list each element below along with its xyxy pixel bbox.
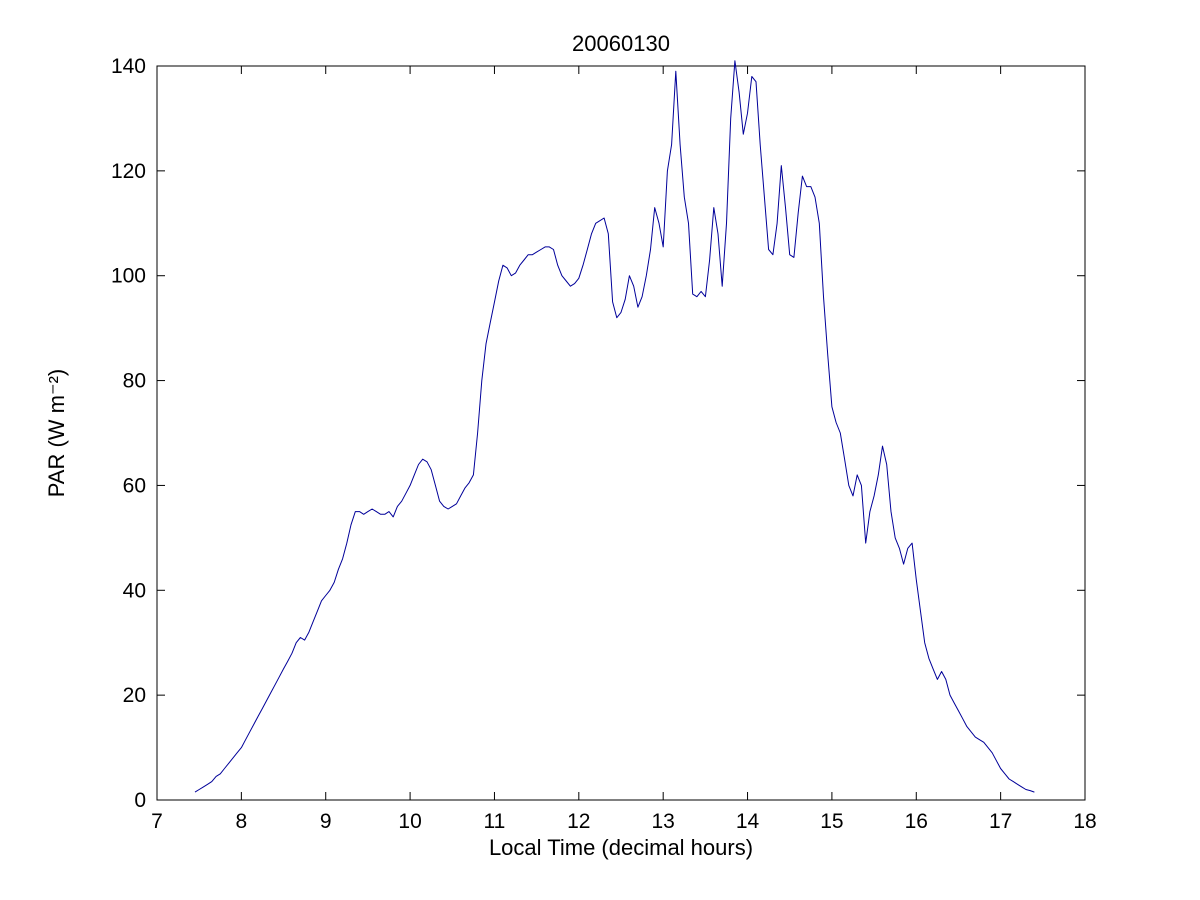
- chart-title: 20060130: [572, 31, 670, 56]
- y-tick-label: 120: [111, 160, 146, 183]
- y-tick-label: 0: [134, 789, 146, 812]
- y-tick-label: 80: [123, 370, 146, 393]
- x-tick-label: 11: [484, 810, 506, 833]
- x-tick-label: 12: [567, 810, 590, 833]
- y-axis-label: PAR (W m⁻²): [44, 368, 69, 498]
- y-tick-label: 100: [111, 265, 146, 288]
- x-tick-label: 15: [820, 810, 843, 833]
- x-tick-label: 9: [320, 810, 332, 833]
- x-tick-label: 17: [989, 810, 1012, 833]
- x-tick-label: 13: [652, 810, 675, 833]
- axes-box: [156, 65, 1086, 801]
- par-line: [194, 60, 1035, 793]
- x-tick-label: 14: [736, 810, 760, 833]
- y-tick-label: 60: [123, 474, 146, 497]
- x-tick-label: 18: [1073, 810, 1096, 833]
- x-axis-label: Local Time (decimal hours): [488, 835, 754, 860]
- y-tick-label: 40: [123, 579, 146, 602]
- y-tick-label: 140: [111, 55, 146, 78]
- x-tick-label: 7: [151, 810, 163, 833]
- x-tick-label: 16: [905, 810, 928, 833]
- y-tick-label: 20: [123, 684, 146, 707]
- x-tick-label: 8: [236, 810, 248, 833]
- x-tick-label: 10: [398, 810, 421, 833]
